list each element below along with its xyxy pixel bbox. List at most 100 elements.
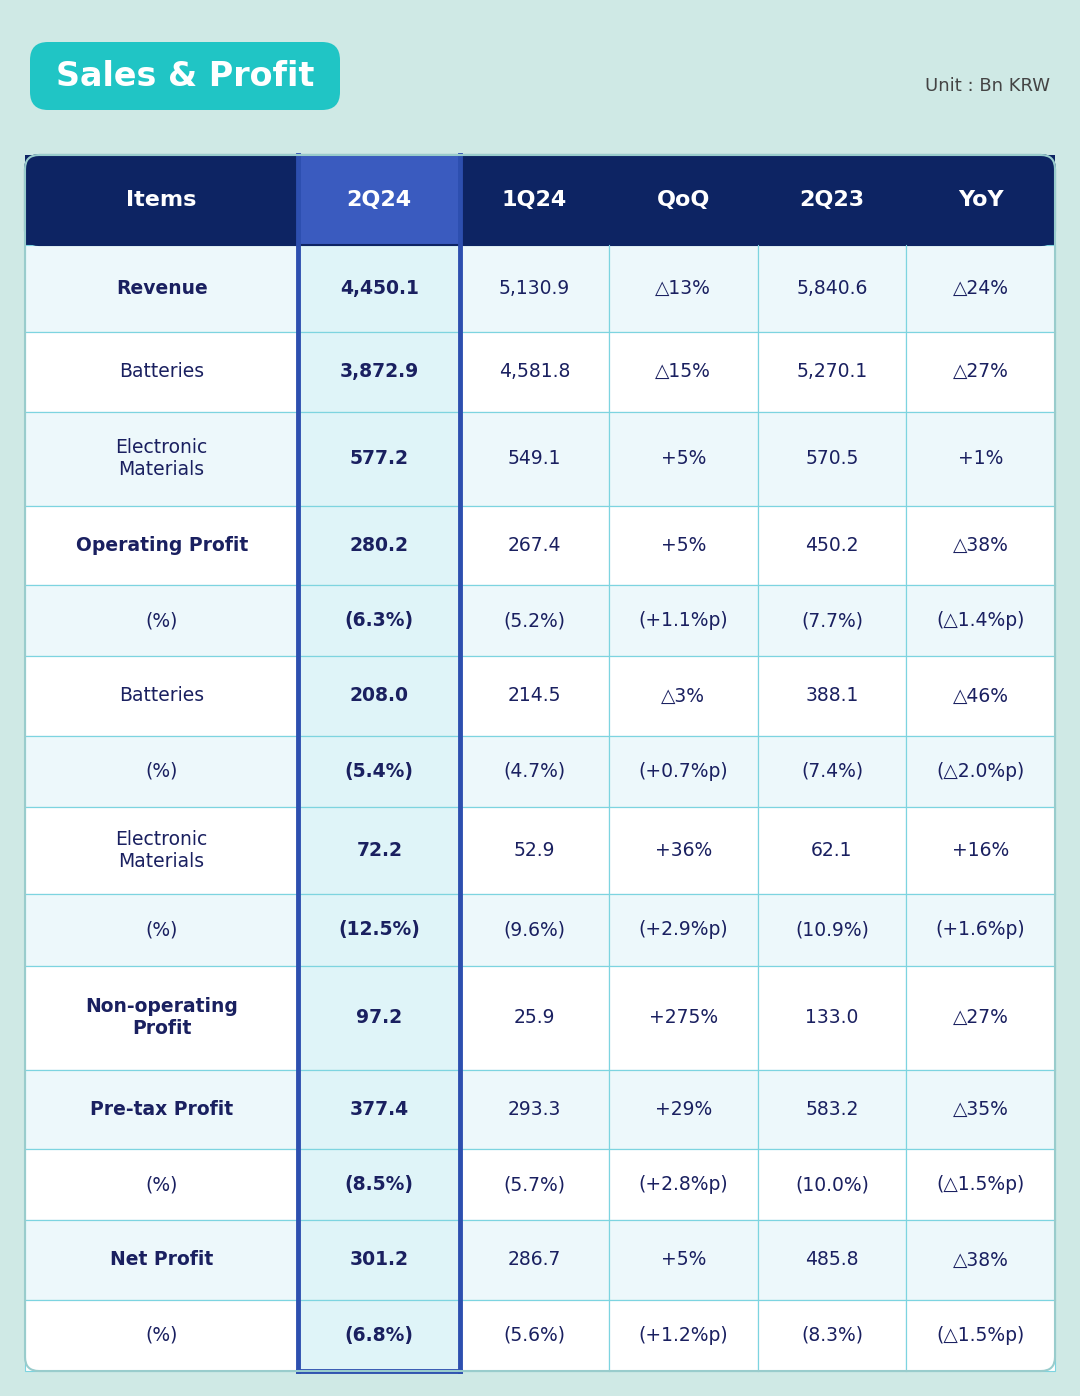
Bar <box>298 585 460 656</box>
Text: 133.0: 133.0 <box>806 1008 859 1027</box>
Bar <box>906 1300 1055 1371</box>
Bar <box>906 1149 1055 1220</box>
Text: (5.7%): (5.7%) <box>503 1175 566 1194</box>
Text: △38%: △38% <box>953 1251 1009 1269</box>
Bar <box>460 155 609 246</box>
Text: Sales & Profit: Sales & Profit <box>56 60 314 92</box>
Bar <box>25 966 298 1069</box>
Text: (10.9%): (10.9%) <box>795 920 869 940</box>
Text: 214.5: 214.5 <box>508 687 562 705</box>
Bar <box>460 895 609 966</box>
Bar <box>757 505 906 585</box>
Text: Batteries: Batteries <box>119 687 204 705</box>
Text: (+2.9%p): (+2.9%p) <box>638 920 728 940</box>
Text: 577.2: 577.2 <box>350 450 408 468</box>
Text: 286.7: 286.7 <box>508 1251 562 1269</box>
Bar <box>609 1069 757 1149</box>
Text: 5,840.6: 5,840.6 <box>796 279 867 299</box>
Bar <box>757 1149 906 1220</box>
Text: △15%: △15% <box>656 363 711 381</box>
Bar <box>460 246 609 332</box>
Bar <box>460 412 609 505</box>
Text: 280.2: 280.2 <box>350 536 408 554</box>
Text: 5,270.1: 5,270.1 <box>796 363 867 381</box>
Bar <box>460 1220 609 1300</box>
Text: 583.2: 583.2 <box>806 1100 859 1118</box>
Bar <box>609 332 757 412</box>
Text: (8.3%): (8.3%) <box>801 1326 863 1344</box>
Text: +5%: +5% <box>661 536 706 554</box>
Text: Batteries: Batteries <box>119 363 204 381</box>
Bar <box>25 585 298 656</box>
Bar <box>25 895 298 966</box>
Text: (6.8%): (6.8%) <box>345 1326 414 1344</box>
Text: 2Q24: 2Q24 <box>347 190 411 209</box>
Bar <box>906 966 1055 1069</box>
Bar <box>460 332 609 412</box>
Text: (+2.8%p): (+2.8%p) <box>638 1175 728 1194</box>
Text: 377.4: 377.4 <box>350 1100 409 1118</box>
Bar <box>609 736 757 807</box>
Bar <box>757 155 906 246</box>
Text: +5%: +5% <box>661 1251 706 1269</box>
Bar <box>906 246 1055 332</box>
Text: (+0.7%p): (+0.7%p) <box>638 762 728 780</box>
Text: (%): (%) <box>146 920 178 940</box>
Text: 4,450.1: 4,450.1 <box>340 279 419 299</box>
Bar <box>609 246 757 332</box>
Text: (10.0%): (10.0%) <box>795 1175 869 1194</box>
Bar <box>757 585 906 656</box>
Text: (7.4%): (7.4%) <box>801 762 863 780</box>
Text: Operating Profit: Operating Profit <box>76 536 247 554</box>
Text: Unit : Bn KRW: Unit : Bn KRW <box>924 77 1050 95</box>
Bar <box>609 1220 757 1300</box>
Text: 388.1: 388.1 <box>806 687 859 705</box>
Bar <box>25 1220 298 1300</box>
Text: 72.2: 72.2 <box>356 842 402 860</box>
Bar <box>460 656 609 736</box>
Text: 301.2: 301.2 <box>350 1251 408 1269</box>
Bar <box>757 332 906 412</box>
Bar <box>609 412 757 505</box>
Text: (6.3%): (6.3%) <box>345 611 414 630</box>
Bar <box>25 412 298 505</box>
Text: (7.7%): (7.7%) <box>801 611 863 630</box>
Text: (%): (%) <box>146 1175 178 1194</box>
Text: △27%: △27% <box>953 363 1009 381</box>
Bar <box>906 895 1055 966</box>
Text: (9.6%): (9.6%) <box>503 920 566 940</box>
Bar <box>609 966 757 1069</box>
Text: (8.5%): (8.5%) <box>345 1175 414 1194</box>
Bar <box>298 966 460 1069</box>
Text: (%): (%) <box>146 611 178 630</box>
Bar <box>906 1069 1055 1149</box>
Text: 3,872.9: 3,872.9 <box>339 363 419 381</box>
Text: +1%: +1% <box>958 450 1003 468</box>
Bar <box>460 1069 609 1149</box>
Bar <box>298 895 460 966</box>
Text: △24%: △24% <box>953 279 1009 299</box>
Text: 485.8: 485.8 <box>806 1251 859 1269</box>
Bar <box>25 807 298 895</box>
Text: Non-operating
Profit: Non-operating Profit <box>85 997 238 1039</box>
Text: Electronic
Materials: Electronic Materials <box>116 438 207 479</box>
Bar <box>460 736 609 807</box>
Bar <box>25 246 298 332</box>
Bar <box>906 736 1055 807</box>
Bar <box>298 332 460 412</box>
Bar <box>906 155 1055 246</box>
Bar <box>460 585 609 656</box>
Bar <box>906 656 1055 736</box>
Bar <box>460 1300 609 1371</box>
Text: △46%: △46% <box>953 687 1009 705</box>
Text: 293.3: 293.3 <box>508 1100 562 1118</box>
Bar <box>25 656 298 736</box>
Text: (△1.4%p): (△1.4%p) <box>936 611 1025 630</box>
Text: YoY: YoY <box>958 190 1003 209</box>
Bar <box>757 895 906 966</box>
Text: (△1.5%p): (△1.5%p) <box>936 1326 1025 1344</box>
Text: 208.0: 208.0 <box>350 687 408 705</box>
Text: 4,581.8: 4,581.8 <box>499 363 570 381</box>
Text: Items: Items <box>126 190 197 209</box>
Text: △27%: △27% <box>953 1008 1009 1027</box>
